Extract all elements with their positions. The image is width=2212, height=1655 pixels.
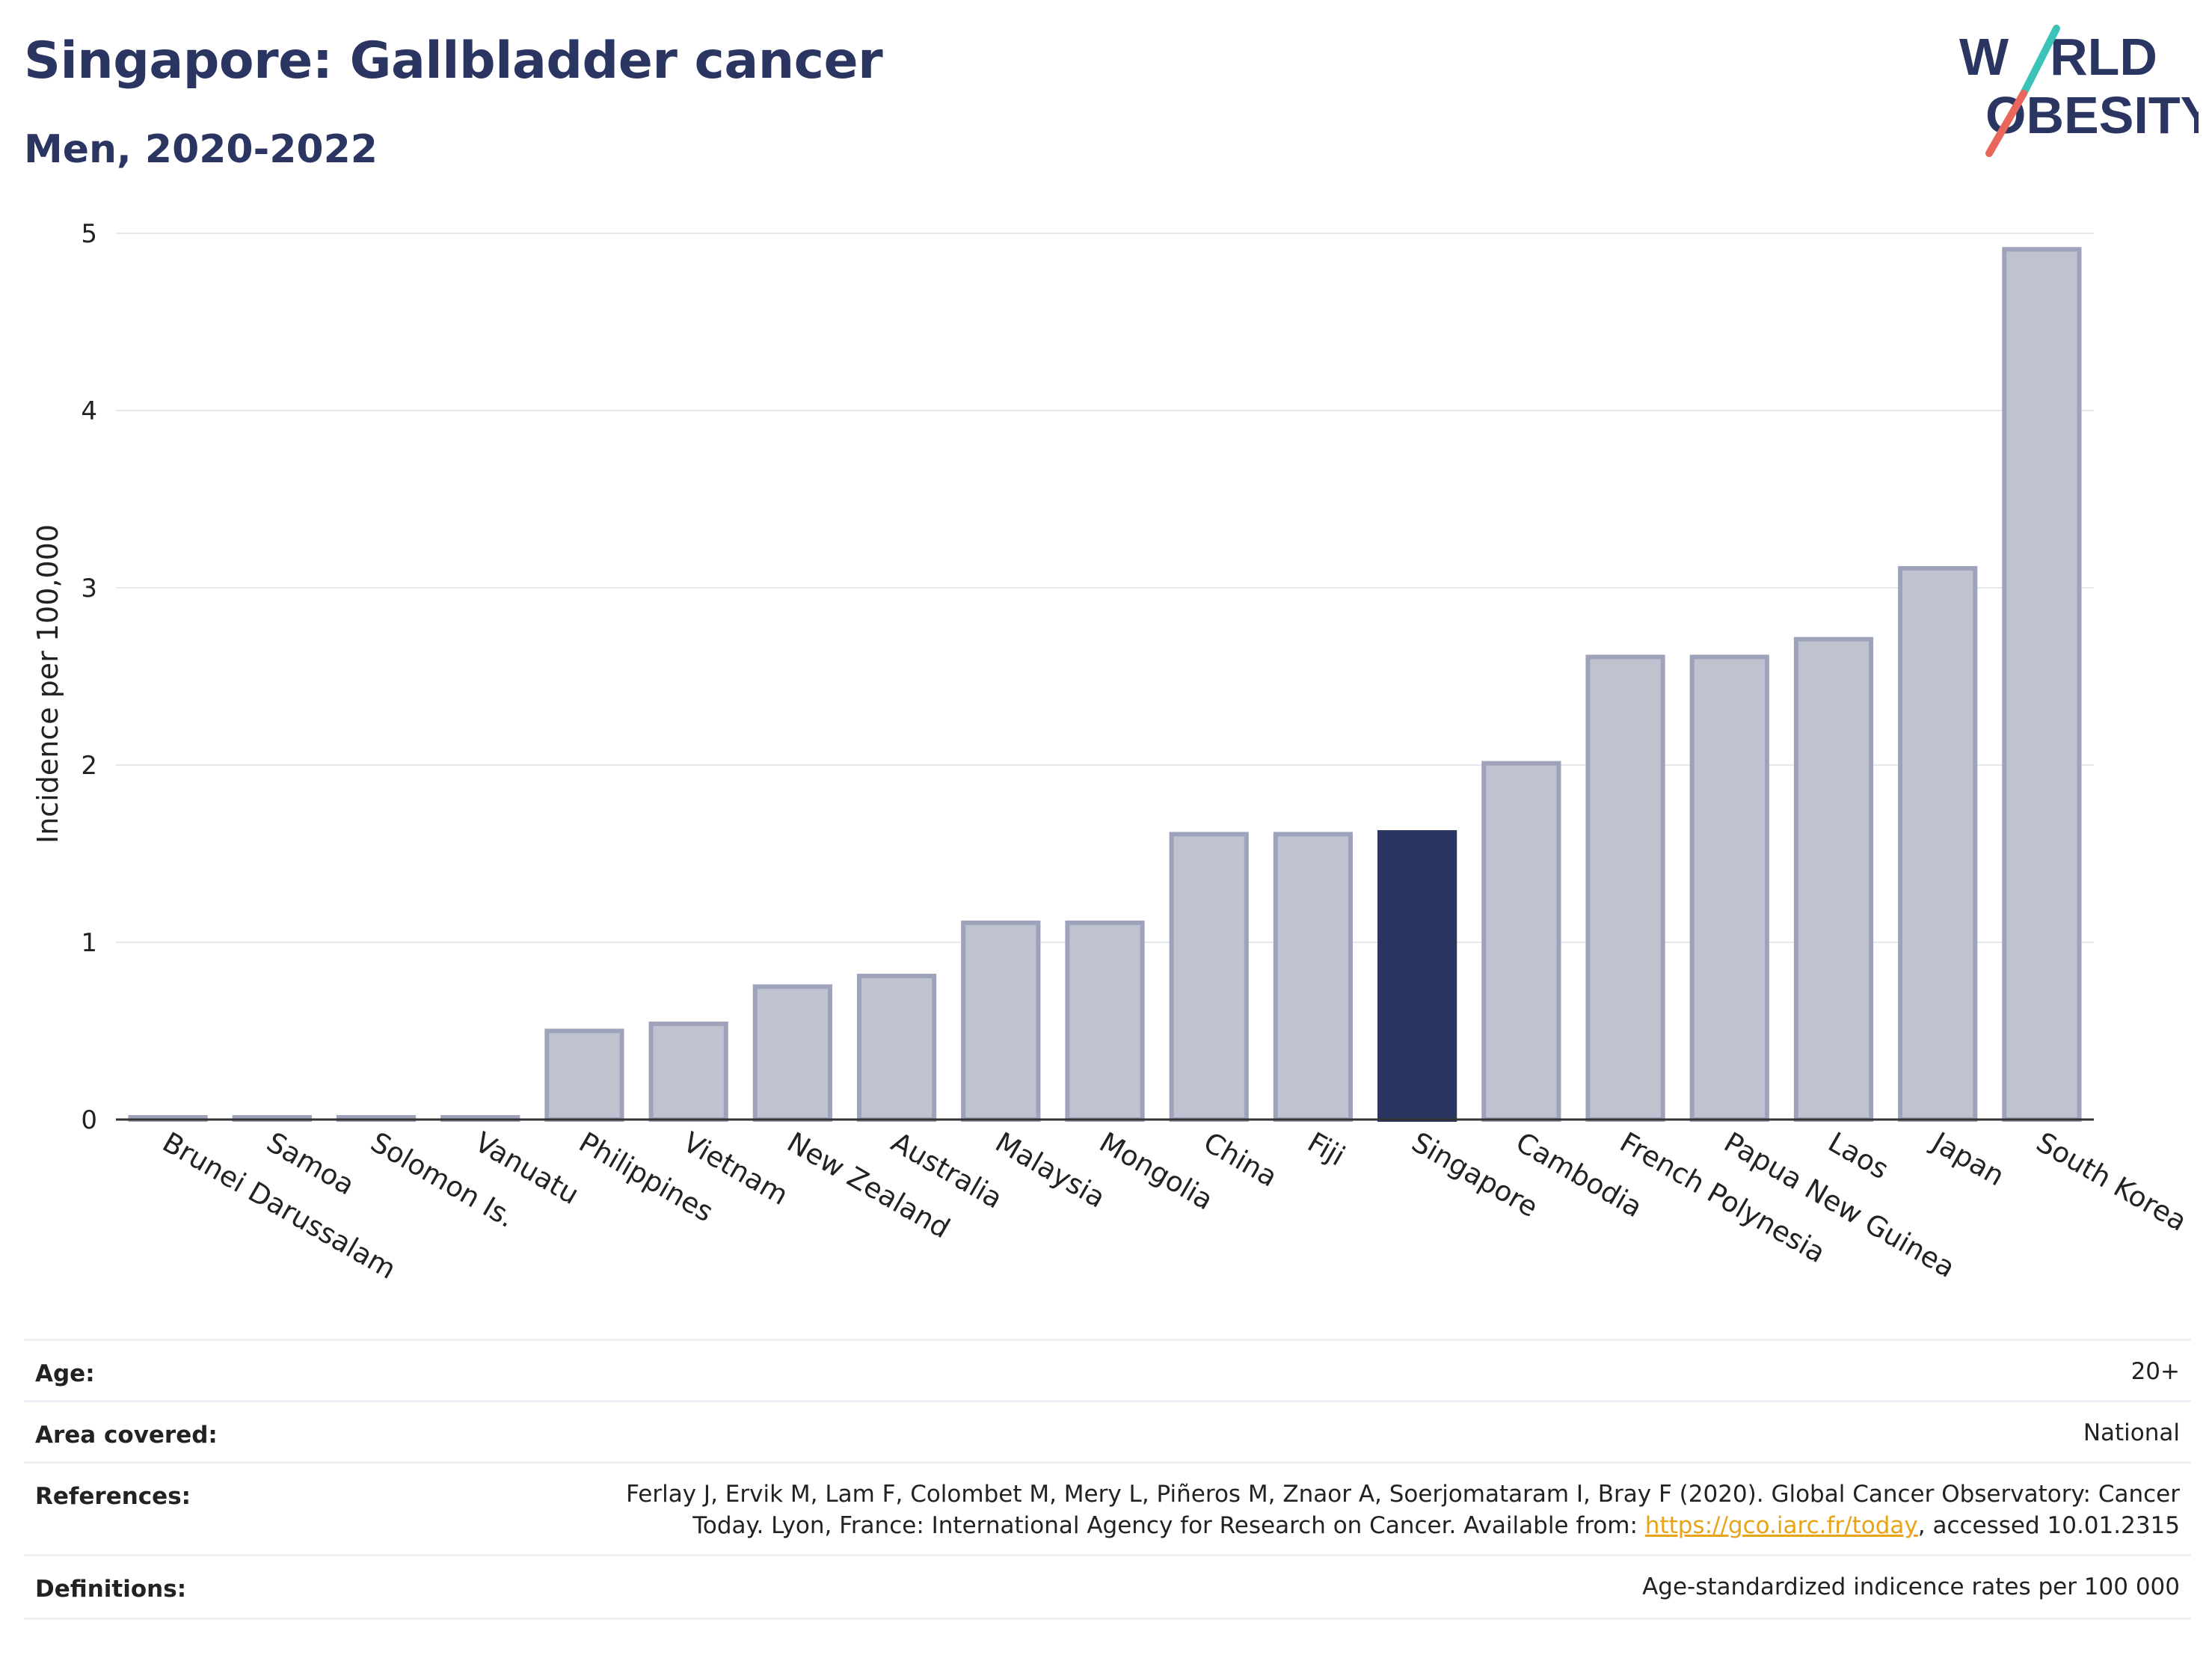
logo-slash-bottom xyxy=(1985,90,2027,157)
x-tick-label: Mongolia xyxy=(1094,1126,1218,1217)
metadata-table: Age: 20+ Area covered: National Referenc… xyxy=(24,1339,2191,1638)
x-tick-label: Malaysia xyxy=(990,1126,1111,1215)
y-tick-label: 1 xyxy=(81,928,97,958)
logo-slash-top xyxy=(2020,25,2060,97)
references-line2-post: , accessed 10.01.2315 xyxy=(1917,1512,2180,1539)
x-tick-label: Fiji xyxy=(1302,1126,1350,1173)
age-value: 20+ xyxy=(2130,1358,2180,1385)
x-tick-label: China xyxy=(1198,1126,1282,1194)
bar xyxy=(961,920,1041,1123)
references-value: Ferlay J, Ervik M, Lam F, Colombet M, Me… xyxy=(626,1479,2180,1541)
bar xyxy=(1273,832,1354,1123)
page-title: Singapore: Gallbladder cancer xyxy=(24,31,883,90)
references-label: References: xyxy=(35,1483,191,1510)
definitions-label: Definitions: xyxy=(35,1576,187,1603)
bar xyxy=(1689,654,1769,1122)
y-axis-label: Incidence per 100,000 xyxy=(31,524,64,844)
bar xyxy=(1585,654,1665,1122)
bar xyxy=(2002,247,2082,1123)
definitions-value: Age-standardized indicence rates per 100… xyxy=(1642,1573,2180,1600)
bar xyxy=(1169,832,1249,1123)
y-tick-label: 0 xyxy=(81,1105,97,1135)
meta-row-definitions: Definitions: Age-standardized indicence … xyxy=(24,1554,2191,1620)
bar xyxy=(648,1022,728,1123)
bar xyxy=(1377,830,1457,1123)
world-obesity-logo: W RLD OBESITY xyxy=(1959,25,2199,157)
y-tick-label: 4 xyxy=(81,396,97,426)
bar xyxy=(1065,920,1145,1123)
bar xyxy=(752,984,832,1122)
bar xyxy=(1793,636,1874,1122)
y-tick-label: 5 xyxy=(81,219,97,249)
bar xyxy=(1481,761,1561,1122)
area-label: Area covered: xyxy=(35,1422,218,1449)
bar xyxy=(544,1028,624,1122)
references-line2-pre: Today. Lyon, France: International Agenc… xyxy=(692,1512,1645,1539)
bar xyxy=(856,974,937,1123)
meta-row-area: Area covered: National xyxy=(24,1400,2191,1464)
page-subtitle: Men, 2020-2022 xyxy=(24,127,378,172)
logo-line1: W RLD xyxy=(1959,28,2157,86)
bar xyxy=(1898,565,1978,1122)
references-line1: Ferlay J, Ervik M, Lam F, Colombet M, Me… xyxy=(626,1481,2180,1508)
y-tick-label: 2 xyxy=(81,751,97,781)
references-link[interactable]: https://gco.iarc.fr/today xyxy=(1644,1512,1918,1539)
area-value: National xyxy=(2083,1419,2180,1446)
y-tick-label: 3 xyxy=(81,574,97,604)
meta-row-age: Age: 20+ xyxy=(24,1339,2191,1402)
x-tick-label: Laos xyxy=(1822,1126,1893,1186)
x-tick-label: South Korea xyxy=(2031,1126,2193,1238)
x-tick-label: Japan xyxy=(1926,1126,2010,1193)
meta-row-references: References: Ferlay J, Ervik M, Lam F, Co… xyxy=(24,1461,2191,1556)
age-label: Age: xyxy=(35,1360,95,1387)
